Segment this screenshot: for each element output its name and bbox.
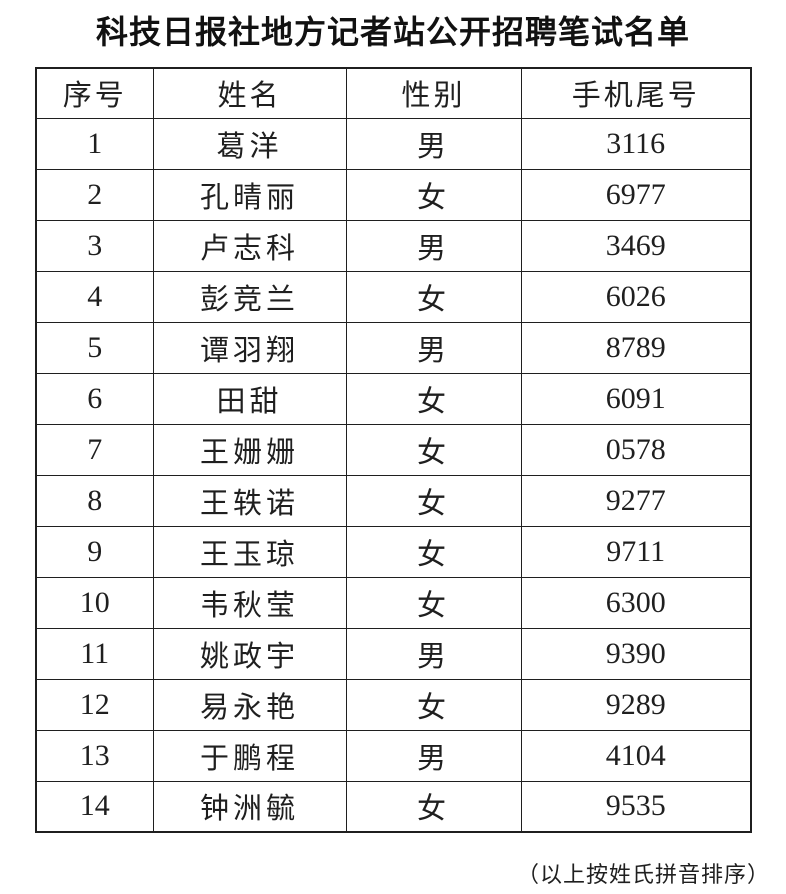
table-row: 5 谭羽翔 男 8789 <box>35 321 752 374</box>
cell-name: 于鹏程 <box>152 729 347 782</box>
cell-phone-tail: 9535 <box>520 780 752 833</box>
cell-name: 韦秋莹 <box>152 576 347 629</box>
recruitment-table: 序号 姓名 性别 手机尾号 1 葛洋 男 3116 2 孔晴丽 女 6977 3… <box>35 67 752 833</box>
cell-name: 孔晴丽 <box>152 168 347 221</box>
cell-name: 彭竞兰 <box>152 270 347 323</box>
header-row: 序号 姓名 性别 手机尾号 <box>35 67 752 119</box>
cell-name: 谭羽翔 <box>152 321 347 374</box>
cell-index: 9 <box>35 525 154 578</box>
cell-gender: 女 <box>345 372 522 425</box>
cell-index: 10 <box>35 576 154 629</box>
cell-name: 葛洋 <box>152 117 347 170</box>
cell-phone-tail: 6977 <box>520 168 752 221</box>
table-row: 6 田甜 女 6091 <box>35 372 752 425</box>
cell-index: 13 <box>35 729 154 782</box>
cell-gender: 男 <box>345 627 522 680</box>
cell-phone-tail: 9289 <box>520 678 752 731</box>
table-row: 2 孔晴丽 女 6977 <box>35 168 752 221</box>
header-cell-gender: 性别 <box>345 67 522 119</box>
table-row: 1 葛洋 男 3116 <box>35 117 752 170</box>
table-row: 10 韦秋莹 女 6300 <box>35 576 752 629</box>
cell-phone-tail: 9277 <box>520 474 752 527</box>
cell-index: 8 <box>35 474 154 527</box>
cell-gender: 男 <box>345 219 522 272</box>
cell-phone-tail: 3116 <box>520 117 752 170</box>
cell-index: 3 <box>35 219 154 272</box>
cell-index: 6 <box>35 372 154 425</box>
table-row: 9 王玉琼 女 9711 <box>35 525 752 578</box>
cell-name: 王姗姗 <box>152 423 347 476</box>
cell-phone-tail: 6091 <box>520 372 752 425</box>
table-row: 8 王轶诺 女 9277 <box>35 474 752 527</box>
cell-index: 2 <box>35 168 154 221</box>
table-row: 7 王姗姗 女 0578 <box>35 423 752 476</box>
table-row: 11 姚政宇 男 9390 <box>35 627 752 680</box>
cell-name: 王轶诺 <box>152 474 347 527</box>
cell-gender: 女 <box>345 270 522 323</box>
table-body: 1 葛洋 男 3116 2 孔晴丽 女 6977 3 卢志科 男 3469 4 … <box>35 117 752 833</box>
cell-gender: 女 <box>345 474 522 527</box>
cell-gender: 女 <box>345 678 522 731</box>
cell-phone-tail: 3469 <box>520 219 752 272</box>
cell-name: 卢志科 <box>152 219 347 272</box>
cell-name: 田甜 <box>152 372 347 425</box>
cell-phone-tail: 9711 <box>520 525 752 578</box>
cell-index: 4 <box>35 270 154 323</box>
table-row: 4 彭竞兰 女 6026 <box>35 270 752 323</box>
footer-note: （以上按姓氏拼音排序） <box>516 862 770 887</box>
cell-index: 11 <box>35 627 154 680</box>
cell-name: 姚政宇 <box>152 627 347 680</box>
cell-gender: 女 <box>345 780 522 833</box>
cell-index: 12 <box>35 678 154 731</box>
cell-phone-tail: 4104 <box>520 729 752 782</box>
header-cell-phone-tail: 手机尾号 <box>520 67 752 119</box>
table-row: 12 易永艳 女 9289 <box>35 678 752 731</box>
cell-phone-tail: 6300 <box>520 576 752 629</box>
cell-phone-tail: 8789 <box>520 321 752 374</box>
cell-gender: 女 <box>345 168 522 221</box>
cell-phone-tail: 9390 <box>520 627 752 680</box>
page-title: 科技日报社地方记者站公开招聘笔试名单 <box>95 14 690 50</box>
table-row: 3 卢志科 男 3469 <box>35 219 752 272</box>
header-cell-index: 序号 <box>35 67 154 119</box>
cell-index: 14 <box>35 780 154 833</box>
table-row: 13 于鹏程 男 4104 <box>35 729 752 782</box>
cell-gender: 男 <box>345 729 522 782</box>
table-row: 14 钟洲毓 女 9535 <box>35 780 752 833</box>
cell-phone-tail: 0578 <box>520 423 752 476</box>
cell-phone-tail: 6026 <box>520 270 752 323</box>
cell-index: 1 <box>35 117 154 170</box>
cell-index: 7 <box>35 423 154 476</box>
cell-name: 王玉琼 <box>152 525 347 578</box>
table-header: 序号 姓名 性别 手机尾号 <box>35 67 752 119</box>
cell-gender: 女 <box>345 576 522 629</box>
cell-index: 5 <box>35 321 154 374</box>
cell-gender: 女 <box>345 525 522 578</box>
header-cell-name: 姓名 <box>152 67 347 119</box>
cell-name: 钟洲毓 <box>152 780 347 833</box>
cell-gender: 男 <box>345 321 522 374</box>
cell-gender: 女 <box>345 423 522 476</box>
cell-gender: 男 <box>345 117 522 170</box>
cell-name: 易永艳 <box>152 678 347 731</box>
